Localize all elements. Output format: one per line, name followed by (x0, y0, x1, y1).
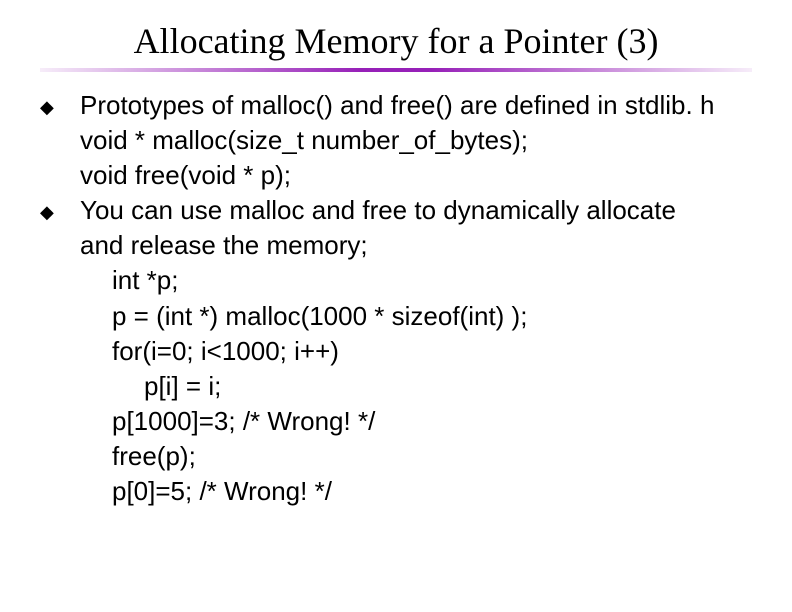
text-line: Prototypes of malloc() and free() are de… (80, 88, 752, 123)
title-underline (40, 68, 752, 72)
slide: Allocating Memory for a Pointer (3) ◆ Pr… (0, 0, 792, 612)
bullet-item: ◆ Prototypes of malloc() and free() are … (40, 88, 752, 193)
text-line: void * malloc(size_t number_of_bytes); (80, 123, 752, 158)
bullet-item: ◆ You can use malloc and free to dynamic… (40, 193, 752, 509)
slide-body: ◆ Prototypes of malloc() and free() are … (40, 88, 752, 509)
code-line: int *p; (80, 263, 752, 298)
bullet-text: You can use malloc and free to dynamical… (80, 193, 752, 509)
bullet-text: Prototypes of malloc() and free() are de… (80, 88, 752, 193)
code-line: free(p); (80, 439, 752, 474)
code-line: p = (int *) malloc(1000 * sizeof(int) ); (80, 299, 752, 334)
text-line: You can use malloc and free to dynamical… (80, 193, 752, 228)
code-line: p[0]=5; /* Wrong! */ (80, 474, 752, 509)
code-line: p[1000]=3; /* Wrong! */ (80, 404, 752, 439)
diamond-icon: ◆ (40, 203, 54, 221)
text-line: and release the memory; (80, 228, 752, 263)
diamond-icon: ◆ (40, 98, 54, 116)
code-line: p[i] = i; (80, 369, 752, 404)
bullet-marker: ◆ (40, 88, 80, 116)
code-line: for(i=0; i<1000; i++) (80, 334, 752, 369)
text-line: void free(void * p); (80, 158, 752, 193)
bullet-marker: ◆ (40, 193, 80, 221)
slide-title: Allocating Memory for a Pointer (3) (40, 20, 752, 62)
